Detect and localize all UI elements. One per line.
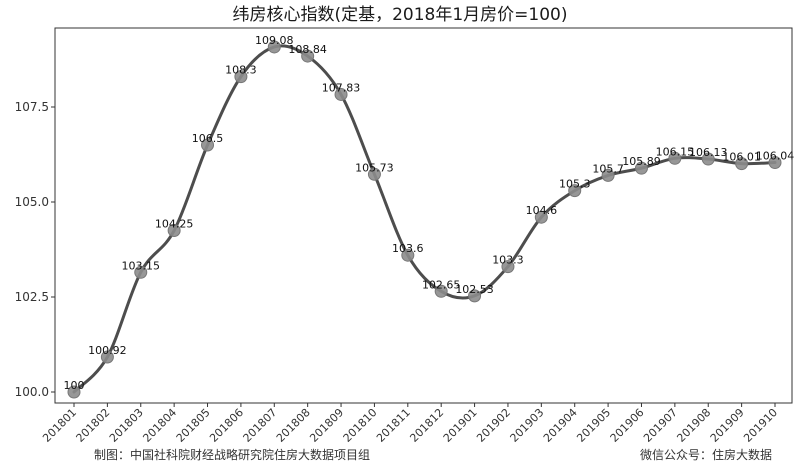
data-label: 109.08 bbox=[255, 34, 294, 47]
data-label: 104.25 bbox=[155, 218, 194, 231]
y-tick-label: 105.0 bbox=[15, 195, 49, 209]
data-point bbox=[334, 87, 348, 101]
y-tick-label: 107.5 bbox=[15, 100, 49, 114]
data-label: 100.92 bbox=[88, 344, 127, 357]
x-tick-label: 201806 bbox=[207, 406, 246, 445]
data-points bbox=[67, 40, 782, 399]
data-label: 108.3 bbox=[225, 64, 257, 77]
x-tick-label: 201910 bbox=[741, 406, 780, 445]
chart-title: 纬房核心指数(定基，2018年1月房价=100) bbox=[232, 5, 567, 25]
data-label: 105.3 bbox=[559, 178, 591, 191]
x-tick-label: 201805 bbox=[174, 406, 213, 445]
data-point bbox=[401, 248, 415, 262]
x-tick-label: 201812 bbox=[407, 406, 446, 445]
data-label: 102.65 bbox=[422, 278, 461, 291]
x-tick-label: 201902 bbox=[474, 406, 513, 445]
x-tick-label: 201808 bbox=[274, 406, 313, 445]
data-point bbox=[668, 151, 682, 165]
x-tick-label: 201901 bbox=[441, 406, 480, 445]
x-tick-label: 201803 bbox=[107, 406, 146, 445]
data-point bbox=[201, 138, 215, 152]
data-point bbox=[468, 289, 482, 303]
x-tick-label: 201801 bbox=[40, 406, 79, 445]
data-point bbox=[100, 350, 114, 364]
data-label: 103.15 bbox=[122, 259, 161, 272]
data-point bbox=[167, 224, 181, 237]
data-label: 105.73 bbox=[355, 161, 394, 174]
x-axis: 2018012018022018032018042018052018062018… bbox=[40, 403, 780, 445]
footer-wechat: 微信公众号：住房大数据 bbox=[640, 448, 773, 462]
data-point bbox=[367, 167, 381, 181]
x-tick-label: 201807 bbox=[241, 406, 280, 445]
x-tick-label: 201909 bbox=[708, 406, 747, 445]
data-point bbox=[568, 184, 582, 198]
plot-frame bbox=[54, 27, 793, 404]
data-point bbox=[234, 70, 248, 84]
data-point bbox=[67, 385, 81, 399]
x-tick-label: 201809 bbox=[307, 406, 346, 445]
x-tick-label: 201908 bbox=[674, 406, 713, 445]
data-point bbox=[134, 265, 148, 279]
y-tick-label: 100.0 bbox=[15, 385, 49, 399]
data-point bbox=[768, 155, 782, 169]
data-point bbox=[601, 168, 615, 182]
x-tick-label: 201903 bbox=[508, 406, 547, 445]
x-tick-label: 201906 bbox=[608, 406, 647, 445]
data-label: 106.01 bbox=[722, 151, 761, 164]
data-label: 106.15 bbox=[656, 145, 695, 158]
x-tick-label: 201804 bbox=[140, 406, 179, 445]
data-point bbox=[434, 284, 448, 298]
x-tick-label: 201802 bbox=[74, 406, 113, 445]
x-tick-label: 201905 bbox=[574, 406, 613, 445]
data-label: 108.84 bbox=[288, 43, 327, 56]
data-label: 103.3 bbox=[492, 254, 524, 267]
data-label: 106.13 bbox=[689, 146, 728, 159]
data-label: 103.6 bbox=[392, 242, 424, 255]
x-tick-label: 201810 bbox=[341, 406, 380, 445]
data-label: 104.6 bbox=[526, 204, 558, 217]
data-label: 107.83 bbox=[322, 81, 361, 94]
data-point bbox=[735, 157, 749, 171]
data-point bbox=[501, 260, 515, 274]
footer-credit: 制图：中国社科院财经战略研究院住房大数据项目组 bbox=[94, 448, 371, 462]
data-labels: 100 100.92 103.15 104.25 106.5 108.3 109.08108… bbox=[64, 34, 795, 392]
data-label: 106.5 bbox=[192, 132, 224, 145]
x-tick-label: 201907 bbox=[641, 406, 680, 445]
data-label: 105.89 bbox=[622, 155, 661, 168]
y-axis: 100.0 102.5 105.0 107.5 bbox=[15, 100, 55, 399]
data-point bbox=[267, 40, 281, 54]
data-label: 105.7 bbox=[592, 162, 624, 175]
data-label: 100 bbox=[64, 379, 85, 392]
x-tick-label: 201904 bbox=[541, 406, 580, 445]
data-point bbox=[634, 161, 648, 175]
data-point bbox=[534, 210, 548, 224]
data-point bbox=[301, 49, 315, 63]
x-tick-label: 201811 bbox=[374, 406, 413, 445]
data-label: 106.04 bbox=[756, 149, 795, 162]
data-label: 102.53 bbox=[455, 283, 494, 296]
y-tick-label: 102.5 bbox=[15, 290, 49, 304]
data-point bbox=[701, 152, 715, 166]
